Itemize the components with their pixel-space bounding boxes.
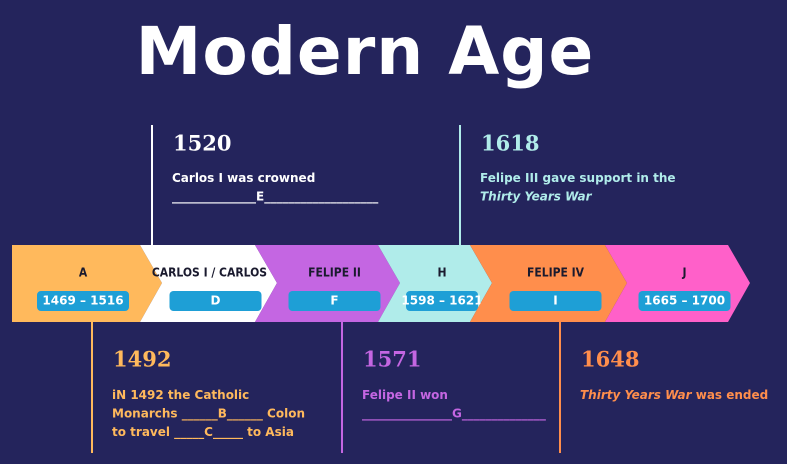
- event-text: Carlos I was crowned: [172, 171, 315, 185]
- event-text: Monarchs ______B______ Colon: [112, 406, 305, 421]
- pill: [37, 291, 129, 311]
- event-year: 1571: [363, 347, 421, 372]
- event-text-part: iN 1492 the Catholic: [112, 388, 249, 402]
- event-text-part: was ended: [692, 388, 769, 402]
- event-text-part: Thirty Years War: [580, 388, 693, 402]
- pill-text: I: [553, 294, 557, 308]
- event-text: Felipe III gave support in the: [480, 171, 676, 185]
- pill-text: 1469 – 1516: [42, 294, 123, 308]
- pill-text: 1598 – 1621: [401, 294, 482, 308]
- pill-text: F: [330, 294, 338, 308]
- event-year: 1618: [481, 131, 539, 156]
- pill: [406, 291, 478, 311]
- event-text: to travel _____C_____ to Asia: [112, 425, 294, 440]
- event-text: Thirty Years War: [480, 189, 593, 203]
- pill-text: D: [211, 294, 221, 308]
- title: Modern Age: [136, 13, 595, 90]
- event-text-part: Thirty Years War: [480, 189, 593, 203]
- pill-text: 1665 – 1700: [644, 294, 725, 308]
- segment-label: H: [437, 266, 446, 280]
- pill: [509, 291, 602, 311]
- event-text-part: Felipe II won: [362, 388, 448, 402]
- event-text-part: to travel _____C_____ to Asia: [112, 425, 294, 440]
- event-text-part: Carlos I was crowned: [172, 171, 315, 185]
- event-year: 1648: [581, 347, 639, 372]
- event-text-part: Felipe III gave support in the: [480, 171, 676, 185]
- event-year: 1520: [173, 131, 231, 156]
- event-text: Thirty Years War was ended: [580, 388, 768, 402]
- event-text: iN 1492 the Catholic: [112, 388, 249, 402]
- segment-label: A: [79, 266, 88, 280]
- event-year: 1492: [113, 347, 171, 372]
- segment-label: CARLOS I / CARLOS V: [152, 266, 280, 280]
- event-text-part: _______________G______________: [362, 406, 546, 421]
- event-text: ______________E___________________: [172, 189, 378, 204]
- event-text: Felipe II won: [362, 388, 448, 402]
- segment-label: J: [681, 266, 686, 280]
- event-text-part: ______________E___________________: [172, 189, 378, 204]
- event-text: _______________G______________: [362, 406, 546, 421]
- pill: [169, 291, 262, 311]
- pill: [638, 291, 731, 311]
- segment-label: FELIPE II: [308, 266, 361, 280]
- event-text-part: Monarchs ______B______ Colon: [112, 406, 305, 421]
- segment-label: FELIPE IV: [527, 266, 585, 280]
- pill: [288, 291, 381, 311]
